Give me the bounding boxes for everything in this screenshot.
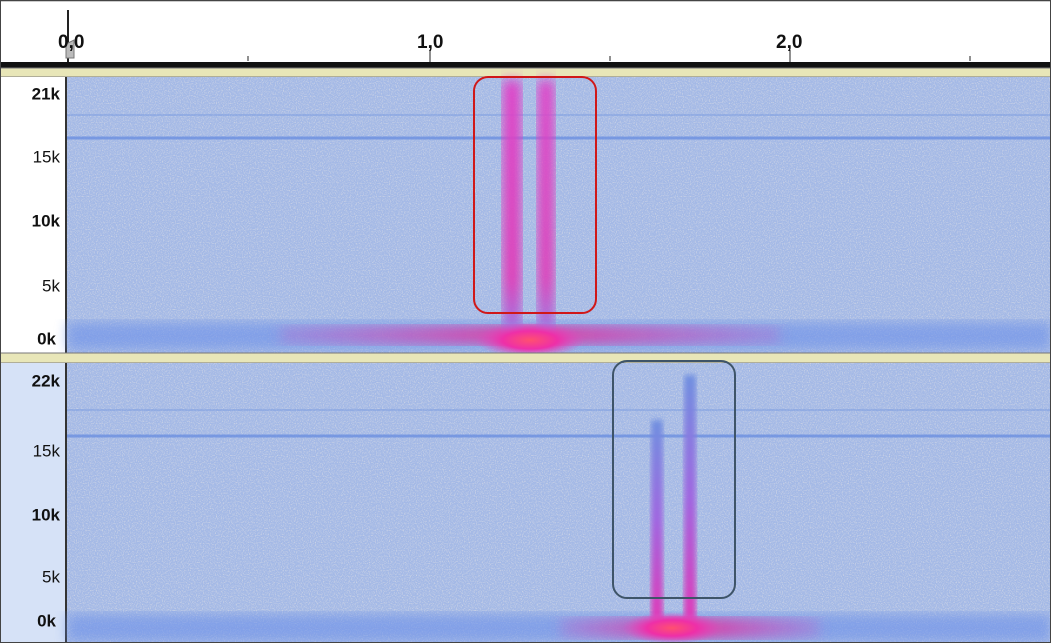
frequency-axis xyxy=(0,363,66,643)
frequency-label: 21k xyxy=(32,84,61,103)
frequency-label: 0k xyxy=(37,329,56,348)
track-1[interactable]: 21k 15k 10k 5k 0k xyxy=(0,77,1051,358)
track-2[interactable]: 22k 15k 10k 5k 0k xyxy=(0,361,1051,643)
frequency-label: 15k xyxy=(33,441,61,460)
ruler-label: 0,0 xyxy=(58,32,84,53)
frequency-label: 15k xyxy=(33,147,61,166)
ruler-label: 2,0 xyxy=(776,32,802,53)
frequency-label: 5k xyxy=(42,276,60,295)
audacity-window: 0,0 1,0 2,0 21k 15k 10k 5k 0k xyxy=(0,0,1051,643)
frequency-label: 5k xyxy=(42,567,60,586)
ruler-label: 1,0 xyxy=(417,32,443,53)
track-separator xyxy=(0,353,1051,363)
frequency-label: 10k xyxy=(32,211,61,230)
frequency-label: 22k xyxy=(32,371,61,390)
frequency-label: 0k xyxy=(37,611,56,630)
frequency-label: 10k xyxy=(32,505,61,524)
track-separator xyxy=(0,68,1051,77)
